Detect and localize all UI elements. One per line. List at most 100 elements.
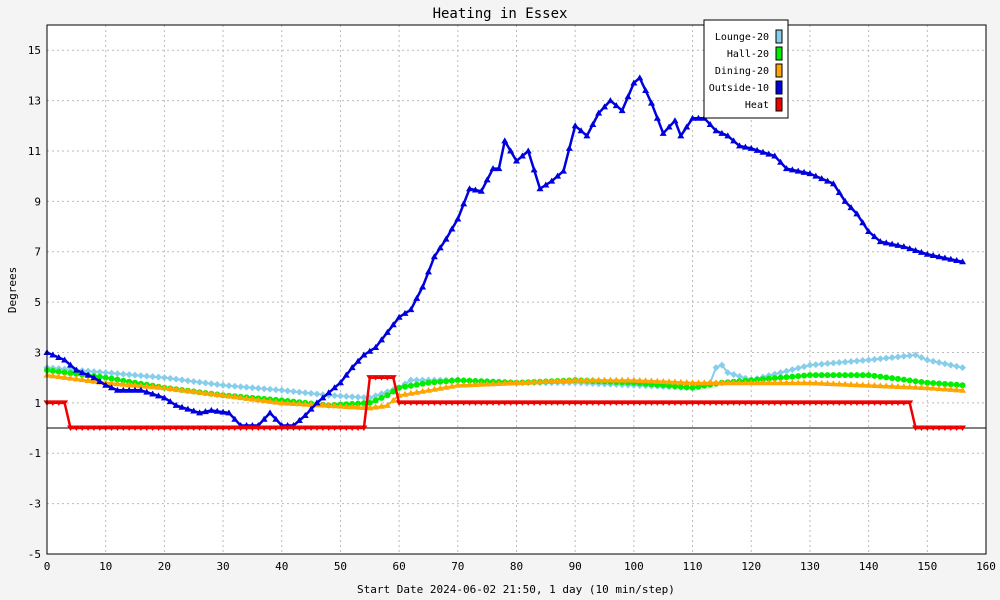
data-point (876, 238, 884, 245)
data-point (155, 425, 163, 432)
legend-label: Lounge-20 (715, 32, 769, 43)
data-point (260, 425, 268, 432)
data-point (741, 143, 749, 150)
data-point (489, 380, 497, 387)
data-point (870, 400, 878, 406)
data-point (741, 379, 749, 386)
x-tick-label: 90 (569, 560, 582, 573)
data-point (372, 343, 380, 350)
data-point (219, 425, 227, 432)
y-tick-label: 7 (34, 246, 41, 259)
data-point (947, 425, 955, 432)
data-point (930, 380, 937, 387)
data-point (378, 402, 386, 409)
data-point (336, 425, 344, 432)
x-tick-label: 70 (451, 560, 464, 573)
data-point (953, 381, 960, 388)
data-point (882, 400, 890, 406)
data-point (777, 374, 784, 381)
legend-box (703, 19, 789, 119)
data-point (348, 364, 356, 371)
data-point (278, 399, 286, 406)
data-point (959, 364, 967, 372)
data-point (295, 388, 303, 396)
data-point (536, 185, 544, 192)
data-point (313, 425, 321, 432)
x-tick-label: 110 (683, 560, 703, 573)
x-tick-label: 80 (510, 560, 523, 573)
data-point (231, 425, 239, 432)
data-point (653, 377, 661, 384)
data-point (143, 425, 151, 432)
data-point (577, 127, 585, 134)
data-point (612, 400, 620, 406)
data-point (313, 390, 321, 398)
data-point (407, 376, 415, 384)
data-point (119, 370, 127, 378)
plot-area (47, 25, 986, 554)
data-point (870, 381, 878, 388)
data-point (835, 400, 843, 406)
data-point (736, 400, 744, 406)
data-point (413, 381, 420, 388)
data-point (331, 402, 339, 409)
data-point (666, 382, 673, 389)
data-point (336, 379, 344, 386)
data-point (260, 415, 268, 422)
data-point (882, 354, 890, 362)
legend-label: Heat (745, 100, 769, 111)
data-point (454, 381, 462, 388)
data-point (149, 373, 157, 381)
data-point (859, 381, 867, 388)
data-point (84, 376, 92, 383)
data-point (190, 407, 198, 414)
data-point (712, 364, 720, 372)
data-point (483, 400, 491, 406)
data-point (66, 374, 74, 381)
data-point (260, 385, 268, 393)
data-point (894, 382, 902, 389)
data-point (131, 425, 139, 432)
data-point (659, 400, 667, 406)
data-point (524, 147, 532, 154)
data-point (301, 400, 309, 407)
data-point (90, 377, 98, 384)
legend-label: Outside-10 (709, 83, 769, 94)
data-point (354, 357, 362, 364)
data-point (401, 390, 409, 397)
data-point (331, 384, 339, 391)
data-point (67, 370, 74, 377)
data-point (483, 380, 491, 387)
data-point (430, 385, 438, 392)
data-point (647, 99, 655, 106)
data-point (201, 425, 209, 432)
data-point (806, 379, 814, 386)
data-point (906, 383, 914, 390)
tick-labels: 0 10 20 30 40 50 60 70 80 90 100 110 120 130 140 150 160… (28, 44, 996, 573)
data-point (96, 373, 103, 380)
data-point (601, 103, 609, 110)
data-point (894, 375, 901, 382)
data-point (888, 400, 896, 406)
data-point (366, 347, 374, 354)
data-point (923, 425, 931, 432)
data-point (336, 402, 344, 409)
data-point (396, 384, 403, 391)
data-point (184, 387, 192, 394)
data-point (741, 400, 749, 406)
data-point (876, 382, 884, 389)
data-point (49, 351, 57, 358)
data-point (830, 372, 837, 379)
data-point (876, 400, 884, 406)
data-point (61, 369, 68, 376)
data-point (207, 406, 215, 413)
data-point (789, 373, 796, 380)
data-point (342, 425, 350, 432)
legend-swatch (775, 29, 783, 44)
data-point (366, 375, 374, 381)
data-point (782, 379, 790, 386)
data-point (683, 123, 691, 130)
series-layer (43, 74, 967, 432)
data-point (113, 386, 121, 393)
data-point (612, 376, 620, 383)
